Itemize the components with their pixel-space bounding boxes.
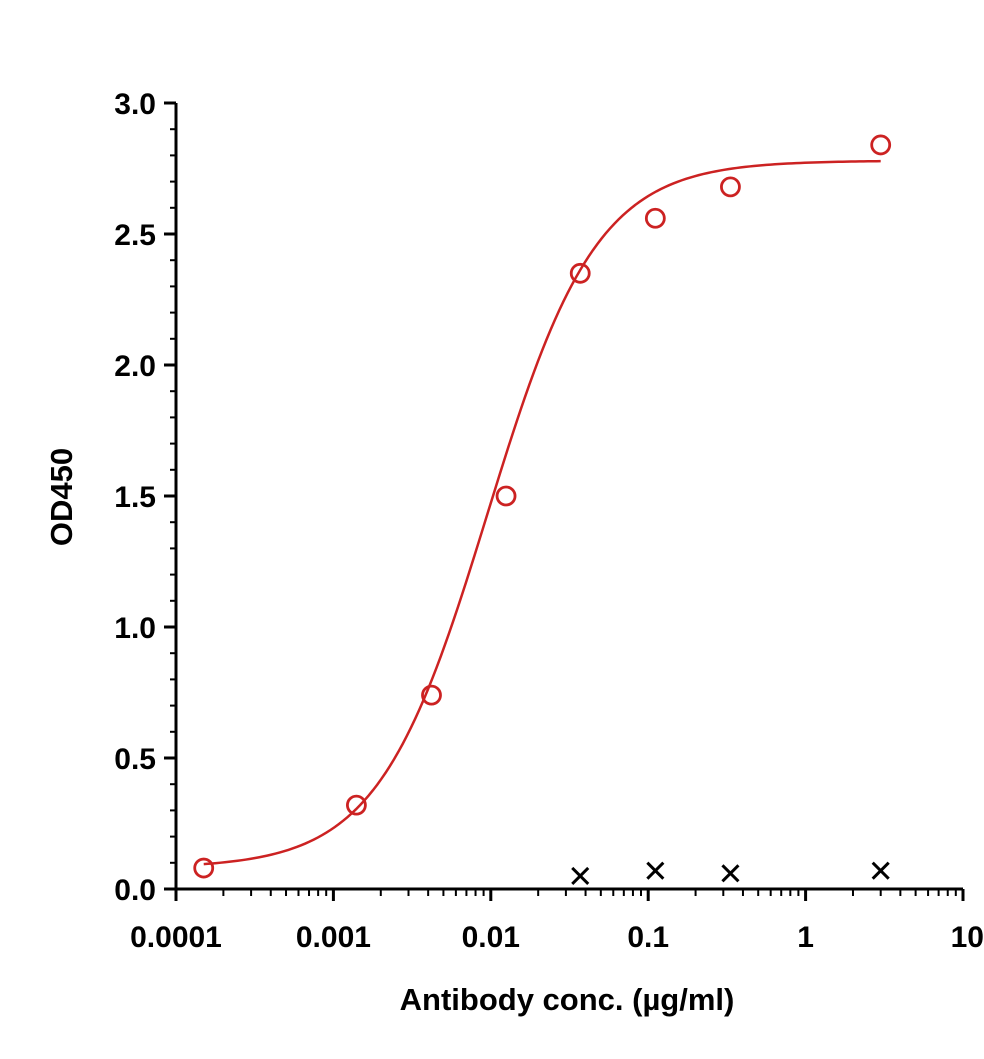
y-axis-title: OD450 <box>44 448 79 546</box>
x-marker-stroke <box>871 861 890 880</box>
y-tick-label: 2.0 <box>114 350 156 383</box>
data-point-circle <box>495 485 517 507</box>
y-tick-label: 3.0 <box>114 88 156 121</box>
data-point-circle <box>421 684 442 706</box>
y-tick-label: 0.0 <box>114 874 156 907</box>
fit-curves <box>203 159 881 866</box>
data-point-circle <box>870 134 892 156</box>
data-point-circle <box>644 207 666 229</box>
x-marker-stroke <box>571 866 590 885</box>
data-point-circle <box>346 794 367 816</box>
x-tick-label: 0.0001 <box>130 921 222 954</box>
x-axis-title: Antibody conc. (µg/ml) <box>400 982 735 1017</box>
data-point-circle <box>193 857 215 879</box>
data-point-x <box>571 866 590 885</box>
x-tick-label: 0.01 <box>462 921 520 954</box>
x-tick-label: 1 <box>797 921 814 954</box>
x-marker-stroke <box>721 864 740 883</box>
y-tick-label: 2.5 <box>114 219 156 252</box>
data-point-circle <box>569 262 591 284</box>
x-tick-label: 0.1 <box>627 921 669 954</box>
data-point-x <box>646 861 665 880</box>
y-tick-label: 0.5 <box>114 743 156 776</box>
y-tick-label: 1.0 <box>114 612 156 645</box>
data-points <box>193 134 892 885</box>
x-tick-label: 0.001 <box>296 921 371 954</box>
x-marker-stroke <box>646 861 665 880</box>
x-tick-label: 10 <box>951 921 984 954</box>
data-point-x <box>721 864 740 883</box>
y-tick-label: 1.5 <box>114 481 156 514</box>
axes: 0.0 0.5 1.0 1.5 2.0 2.5 3.0 0.0001 0.001 0.01 0.1 1… <box>114 88 984 954</box>
data-point-circle <box>720 176 741 198</box>
fit-curve <box>203 159 881 866</box>
data-point-x <box>871 861 890 880</box>
